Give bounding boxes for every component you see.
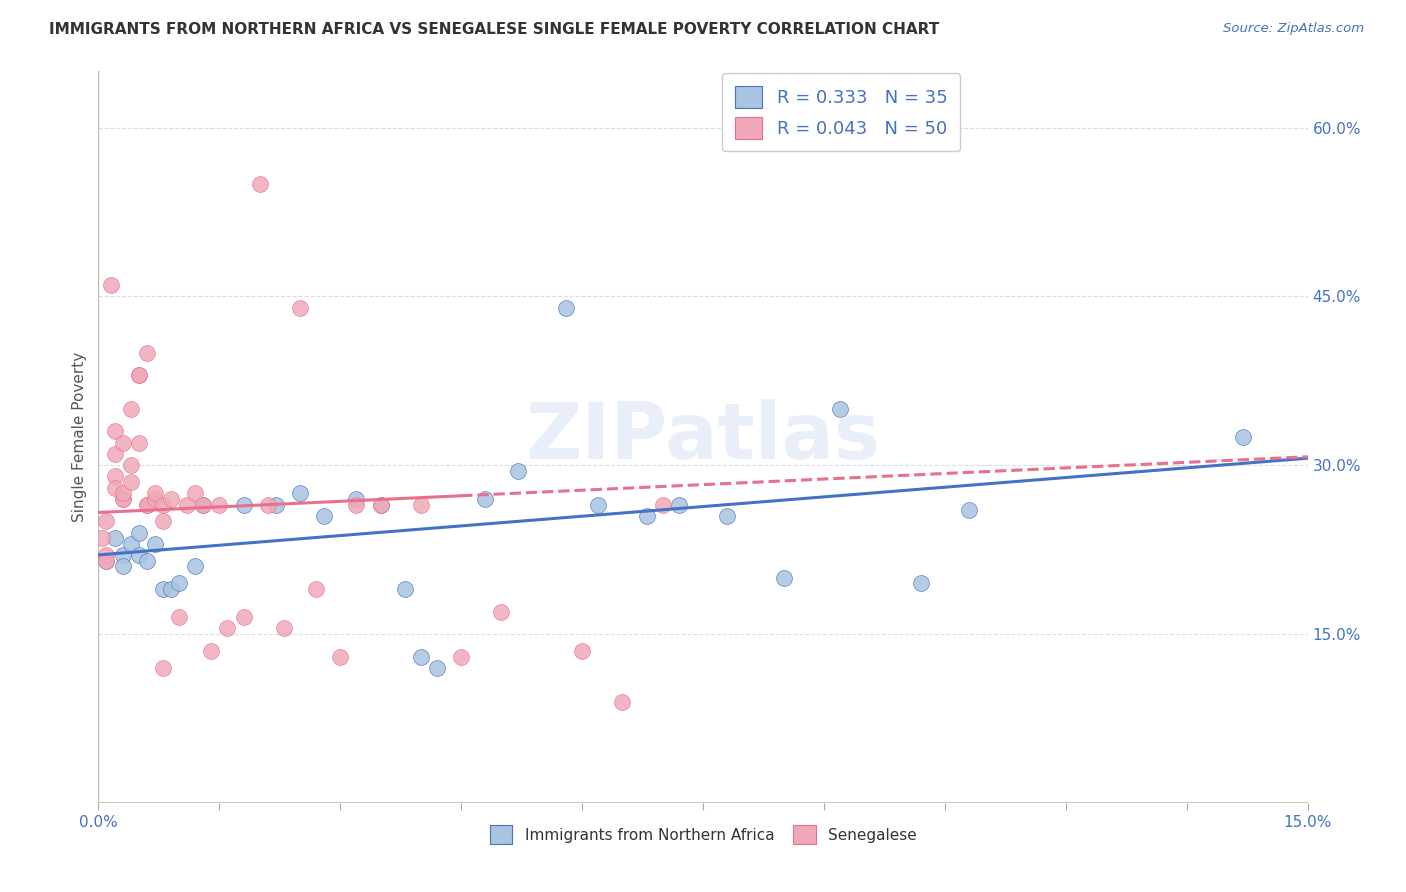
- Point: [910, 576, 932, 591]
- Point: [135, 498, 157, 512]
- Point: [152, 582, 174, 596]
- Point: [193, 498, 215, 512]
- Point: [103, 425, 125, 439]
- Point: [111, 548, 134, 562]
- Point: [96, 554, 118, 568]
- Point: [128, 368, 150, 383]
- Point: [167, 610, 190, 624]
- Point: [370, 498, 392, 512]
- Text: IMMIGRANTS FROM NORTHERN AFRICA VS SENEGALESE SINGLE FEMALE POVERTY CORRELATION : IMMIGRANTS FROM NORTHERN AFRICA VS SENEG…: [49, 22, 939, 37]
- Point: [668, 498, 690, 512]
- Point: [135, 345, 157, 359]
- Point: [91, 532, 114, 546]
- Point: [128, 368, 150, 383]
- Point: [103, 481, 125, 495]
- Point: [450, 649, 472, 664]
- Point: [506, 464, 529, 478]
- Point: [100, 278, 122, 293]
- Point: [160, 582, 183, 596]
- Point: [409, 649, 432, 664]
- Y-axis label: Single Female Poverty: Single Female Poverty: [72, 352, 87, 522]
- Point: [828, 401, 851, 416]
- Point: [716, 508, 738, 523]
- Point: [426, 661, 449, 675]
- Point: [135, 498, 157, 512]
- Point: [957, 503, 980, 517]
- Text: ZIPatlas: ZIPatlas: [526, 399, 880, 475]
- Point: [636, 508, 658, 523]
- Point: [612, 694, 634, 708]
- Point: [152, 661, 174, 675]
- Point: [143, 537, 166, 551]
- Point: [96, 554, 118, 568]
- Point: [314, 508, 336, 523]
- Point: [103, 469, 125, 483]
- Point: [176, 498, 198, 512]
- Point: [128, 435, 150, 450]
- Point: [344, 491, 367, 506]
- Point: [120, 475, 142, 489]
- Point: [586, 498, 609, 512]
- Point: [329, 649, 352, 664]
- Point: [217, 621, 239, 635]
- Point: [555, 301, 578, 315]
- Point: [305, 582, 328, 596]
- Point: [120, 401, 142, 416]
- Point: [273, 621, 295, 635]
- Point: [96, 548, 118, 562]
- Point: [128, 548, 150, 562]
- Point: [111, 435, 134, 450]
- Point: [264, 498, 287, 512]
- Point: [111, 491, 134, 506]
- Point: [128, 525, 150, 540]
- Point: [651, 498, 673, 512]
- Legend: Immigrants from Northern Africa, Senegalese: Immigrants from Northern Africa, Senegal…: [484, 819, 922, 850]
- Point: [120, 458, 142, 473]
- Point: [571, 644, 593, 658]
- Point: [143, 486, 166, 500]
- Point: [111, 491, 134, 506]
- Point: [1232, 430, 1254, 444]
- Point: [256, 498, 278, 512]
- Point: [111, 559, 134, 574]
- Point: [200, 644, 222, 658]
- Point: [344, 498, 367, 512]
- Text: Source: ZipAtlas.com: Source: ZipAtlas.com: [1223, 22, 1364, 36]
- Point: [96, 515, 118, 529]
- Point: [249, 177, 271, 191]
- Point: [143, 491, 166, 506]
- Point: [288, 486, 311, 500]
- Point: [184, 486, 207, 500]
- Point: [160, 491, 183, 506]
- Point: [103, 532, 125, 546]
- Point: [232, 498, 254, 512]
- Point: [772, 571, 794, 585]
- Point: [409, 498, 432, 512]
- Point: [152, 515, 174, 529]
- Point: [288, 301, 311, 315]
- Point: [394, 582, 416, 596]
- Point: [184, 559, 207, 574]
- Point: [111, 486, 134, 500]
- Point: [193, 498, 215, 512]
- Point: [474, 491, 496, 506]
- Point: [208, 498, 231, 512]
- Point: [120, 537, 142, 551]
- Point: [152, 498, 174, 512]
- Point: [491, 605, 513, 619]
- Point: [167, 576, 190, 591]
- Point: [232, 610, 254, 624]
- Point: [103, 447, 125, 461]
- Point: [370, 498, 392, 512]
- Point: [135, 554, 157, 568]
